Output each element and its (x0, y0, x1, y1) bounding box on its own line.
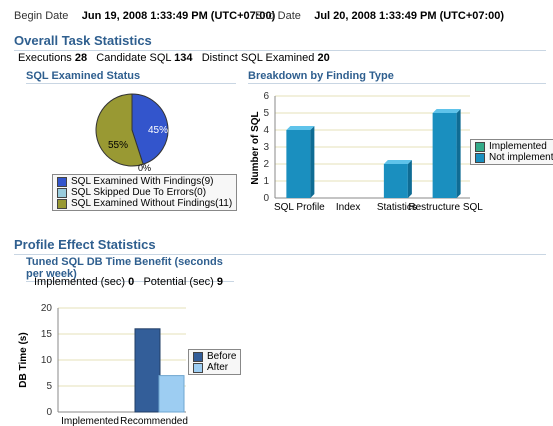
sql-status-legend: SQL Examined With Findings(9) SQL Skippe… (52, 174, 238, 211)
db-time-bar-chart: 0 5 10 15 20 Implemented Recommended DB Time … (18, 303, 188, 426)
y-tick-label: 2 (263, 159, 269, 170)
legend-label-without-findings: SQL Examined Without Findings(11) (71, 198, 233, 209)
y-tick-label: 20 (41, 303, 53, 314)
pie-label-55: 55% (108, 140, 128, 151)
begin-date: Begin Date Jun 19, 2008 1:33:49 PM (UTC+… (14, 6, 275, 24)
breakdown-y-label: Number of SQL (250, 111, 261, 184)
x-tick-label: SQL Profile (274, 202, 325, 213)
implemented-sec-value: 0 (128, 276, 135, 288)
x-tick-label: Statistics (377, 202, 417, 213)
y-tick-label: 1 (263, 176, 269, 187)
legend-item-with-findings: SQL Examined With Findings(9) (57, 176, 232, 187)
profile-stats-line: Implemented (sec) 0 Potential (sec) 9 (34, 276, 223, 288)
legend-label-implemented: Implemented (489, 141, 547, 152)
bar-side (310, 126, 315, 198)
legend-label-skipped: SQL Skipped Due To Errors(0) (71, 187, 207, 198)
db-time-bars (134, 328, 185, 413)
legend-label-with-findings: SQL Examined With Findings(9) (71, 176, 214, 187)
executions-value: 28 (74, 52, 88, 64)
bar-recommended-before (134, 328, 161, 413)
pie-label-0: 0% (138, 163, 151, 173)
x-tick-label: Restructure SQL (408, 202, 483, 213)
sql-status-pie-chart: 45% 55% 0% (95, 93, 169, 173)
bar-sql-profile-not-implemented (286, 130, 311, 198)
db-time-legend: Before After (188, 349, 242, 375)
distinct-sql-label: Distinct SQL Examined (201, 52, 315, 64)
pie-slice-with-findings (131, 93, 169, 165)
legend-item-not-implemented: Not implemented (475, 152, 553, 163)
overall-task-statistics-title: Overall Task Statistics (14, 33, 546, 51)
bar-top (286, 126, 315, 130)
legend-item-after: After (193, 362, 236, 373)
breakdown-bar-chart: 0 1 2 3 4 5 6 SQL Profile Index StatisticsRestru… (250, 91, 483, 213)
legend-swatch-implemented (475, 141, 485, 152)
legend-item-before: Before (193, 351, 236, 362)
breakdown-bars (286, 109, 461, 198)
profile-effect-statistics-title: Profile Effect Statistics (14, 237, 546, 255)
end-date-label: End Date (255, 10, 301, 22)
begin-date-value: Jun 19, 2008 1:33:49 PM (UTC+07:00) (81, 10, 276, 22)
bar-top (432, 109, 461, 113)
begin-date-label: Begin Date (14, 10, 69, 22)
implemented-sec-label: Implemented (sec) (34, 276, 126, 288)
legend-label-not-implemented: Not implemented (489, 152, 553, 163)
legend-item-without-findings: SQL Examined Without Findings(11) (57, 198, 232, 209)
y-tick-label: 6 (263, 91, 269, 102)
x-tick-label: Recommended (120, 416, 188, 426)
db-time-y-ticks: 0 5 10 15 20 (41, 303, 53, 418)
end-date: End Date Jul 20, 2008 1:33:49 PM (UTC+07… (255, 6, 504, 24)
db-time-y-label: DB Time (s) (18, 332, 29, 387)
executions-label: Executions (18, 52, 72, 64)
distinct-sql-value: 20 (317, 52, 330, 64)
y-tick-label: 10 (41, 355, 53, 366)
db-time-x-ticks: Implemented Recommended (61, 416, 188, 426)
bar-statistics-not-implemented (383, 164, 408, 198)
legend-swatch-not-implemented (475, 152, 485, 163)
x-tick-label: Index (336, 202, 360, 213)
y-tick-label: 4 (263, 125, 269, 136)
candidate-sql-label: Candidate SQL (96, 52, 172, 64)
potential-sec-label: Potential (sec) (143, 276, 214, 288)
x-tick-label: Implemented (61, 416, 119, 426)
db-time-grid (58, 307, 186, 387)
legend-label-after: After (207, 362, 229, 373)
bar-side (456, 109, 461, 198)
legend-swatch-before (193, 351, 203, 362)
y-tick-label: 0 (263, 193, 269, 204)
bar-top (383, 160, 412, 164)
bar-side (407, 160, 412, 198)
legend-item-implemented: Implemented (475, 141, 553, 152)
breakdown-legend: Implemented Not implemented (470, 139, 553, 165)
legend-label-before: Before (207, 351, 237, 362)
potential-sec-value: 9 (216, 276, 223, 288)
sql-examined-status-title: SQL Examined Status (26, 70, 236, 84)
y-tick-label: 3 (263, 142, 269, 153)
bar-recommended-after (158, 375, 185, 413)
pie-slice-without-findings (95, 93, 144, 167)
pie-label-45: 45% (148, 125, 168, 136)
breakdown-y-ticks: 0 1 2 3 4 5 6 (263, 91, 269, 204)
tuned-sql-benefit-title: Tuned SQL DB Time Benefit (seconds per w… (26, 256, 234, 282)
end-date-value: Jul 20, 2008 1:33:49 PM (UTC+07:00) (314, 10, 505, 22)
legend-swatch-skipped (57, 187, 67, 198)
task-stats-line: Executions 28 Candidate SQL 134 Distinct… (18, 52, 330, 64)
y-tick-label: 15 (41, 329, 53, 340)
legend-swatch-after (193, 362, 203, 373)
y-tick-label: 5 (46, 381, 52, 392)
legend-swatch-without-findings (57, 198, 67, 209)
candidate-sql-value: 134 (174, 52, 193, 64)
legend-item-skipped: SQL Skipped Due To Errors(0) (57, 187, 232, 198)
y-tick-label: 5 (263, 108, 269, 119)
breakdown-title: Breakdown by Finding Type (248, 70, 546, 84)
y-tick-label: 0 (46, 407, 52, 418)
legend-swatch-with-findings (57, 176, 67, 187)
bar-restructure-sql-not-implemented (432, 113, 457, 198)
